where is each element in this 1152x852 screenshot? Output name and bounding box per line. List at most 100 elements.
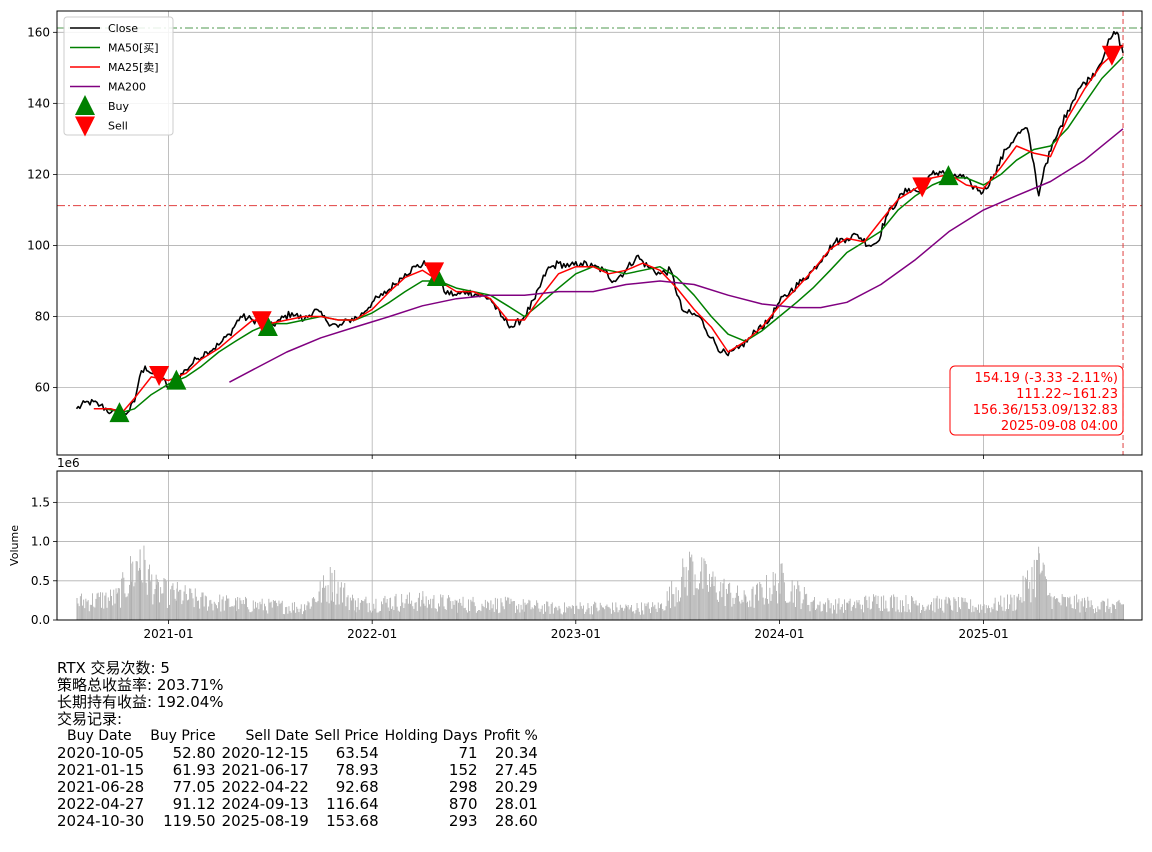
volume-bar bbox=[372, 610, 374, 620]
volume-bar bbox=[496, 609, 497, 620]
volume-bar bbox=[1003, 597, 1005, 620]
volume-x-tick-label: 2023-01 bbox=[551, 627, 601, 641]
volume-bar bbox=[84, 608, 86, 620]
volume-bar bbox=[162, 593, 164, 620]
volume-bar-peak bbox=[304, 604, 306, 620]
volume-bar bbox=[961, 597, 963, 620]
volume-bar bbox=[89, 604, 91, 620]
volume-bar bbox=[425, 596, 427, 620]
volume-bar bbox=[672, 594, 674, 620]
volume-bar bbox=[1079, 612, 1081, 620]
volume-bar-peak bbox=[156, 584, 158, 620]
volume-bar bbox=[229, 607, 231, 620]
trade-records-table: Buy Date Buy Price Sell Date Sell Price … bbox=[57, 728, 544, 830]
volume-bar bbox=[680, 597, 681, 620]
volume-bar bbox=[354, 610, 356, 620]
volume-bar bbox=[415, 602, 417, 620]
volume-bar bbox=[218, 602, 220, 620]
volume-bar-peak bbox=[269, 602, 271, 620]
volume-bar bbox=[386, 599, 388, 620]
volume-bar bbox=[655, 608, 657, 620]
volume-bar-peak bbox=[524, 602, 526, 620]
volume-bar bbox=[351, 600, 352, 620]
volume-bar bbox=[632, 611, 633, 620]
volume-bar bbox=[147, 569, 149, 620]
sell-signal-marker bbox=[149, 365, 170, 386]
volume-bar bbox=[627, 605, 629, 620]
volume-bar-peak bbox=[354, 600, 356, 620]
volume-bar bbox=[772, 572, 774, 620]
volume-bar-peak bbox=[1038, 553, 1040, 620]
volume-bar-peak bbox=[626, 605, 627, 620]
volume-bar bbox=[1075, 609, 1076, 620]
volume-bar bbox=[973, 611, 975, 620]
volume-bar bbox=[204, 595, 206, 620]
volume-bar bbox=[173, 590, 175, 620]
volume-bar bbox=[125, 597, 127, 620]
price-y-tick-label: 160 bbox=[27, 25, 50, 39]
volume-bar bbox=[790, 591, 792, 620]
volume-bar-peak bbox=[880, 596, 882, 620]
volume-bar-peak bbox=[983, 604, 985, 620]
holding-days-cell: 71 bbox=[458, 744, 478, 762]
volume-bar bbox=[290, 612, 292, 620]
volume-bar bbox=[238, 609, 240, 620]
volume-bar bbox=[392, 606, 394, 620]
volume-bar bbox=[946, 603, 948, 620]
volume-bar bbox=[769, 587, 771, 620]
volume-bar bbox=[776, 590, 777, 620]
volume-bar bbox=[337, 581, 339, 620]
volume-bar bbox=[137, 570, 139, 620]
volume-bar bbox=[313, 597, 314, 620]
volume-bar bbox=[301, 614, 303, 620]
volume-bar bbox=[228, 598, 230, 620]
volume-bar bbox=[135, 561, 137, 620]
volume-bar bbox=[1073, 595, 1075, 620]
legend-entry-buy-swatch bbox=[75, 95, 95, 115]
volume-bar bbox=[821, 610, 823, 620]
sell-price-cell: 116.64 bbox=[326, 795, 379, 813]
volume-bar bbox=[429, 604, 430, 620]
volume-bar bbox=[469, 611, 471, 620]
profit-cell: 20.29 bbox=[494, 778, 538, 796]
volume-bar bbox=[653, 606, 655, 620]
buy-price-cell: 52.80 bbox=[172, 744, 216, 762]
volume-bar bbox=[364, 599, 366, 620]
volume-bar bbox=[848, 600, 850, 620]
volume-bar bbox=[166, 608, 168, 620]
volume-bar bbox=[921, 610, 922, 620]
volume-bar bbox=[284, 614, 285, 620]
volume-bar bbox=[509, 603, 511, 620]
buy-date-cell: 2020-10-05 bbox=[57, 744, 145, 762]
volume-bar bbox=[685, 566, 687, 620]
volume-bar bbox=[970, 599, 972, 620]
volume-bar bbox=[191, 593, 193, 620]
volume-bar bbox=[452, 601, 454, 620]
sell-signal-marker bbox=[912, 177, 933, 198]
volume-bar bbox=[681, 576, 683, 620]
volume-bar bbox=[1080, 601, 1082, 620]
volume-bar-peak bbox=[949, 600, 951, 620]
volume-bar bbox=[732, 597, 734, 620]
volume-bar bbox=[307, 601, 309, 620]
volume-bar bbox=[279, 603, 281, 620]
volume-bar bbox=[771, 594, 773, 620]
volume-bar bbox=[824, 604, 825, 620]
sell-price-cell: 153.68 bbox=[326, 812, 379, 830]
volume-bar bbox=[458, 602, 459, 620]
volume-bar bbox=[927, 604, 929, 620]
volume-bar bbox=[179, 589, 181, 620]
volume-bar bbox=[126, 596, 128, 620]
volume-bar bbox=[1019, 600, 1021, 620]
series-line-ma25 bbox=[93, 44, 1124, 414]
total-return-text: 策略总收益率: 203.71% bbox=[57, 676, 224, 694]
volume-bar bbox=[715, 592, 717, 620]
volume-bar bbox=[592, 614, 593, 620]
volume-bar bbox=[767, 599, 768, 620]
volume-bar bbox=[814, 597, 815, 620]
volume-bar bbox=[695, 588, 697, 620]
volume-bar-peak bbox=[593, 604, 595, 620]
volume-bar bbox=[357, 598, 359, 620]
volume-bar bbox=[267, 613, 269, 620]
volume-bar bbox=[1027, 570, 1028, 620]
